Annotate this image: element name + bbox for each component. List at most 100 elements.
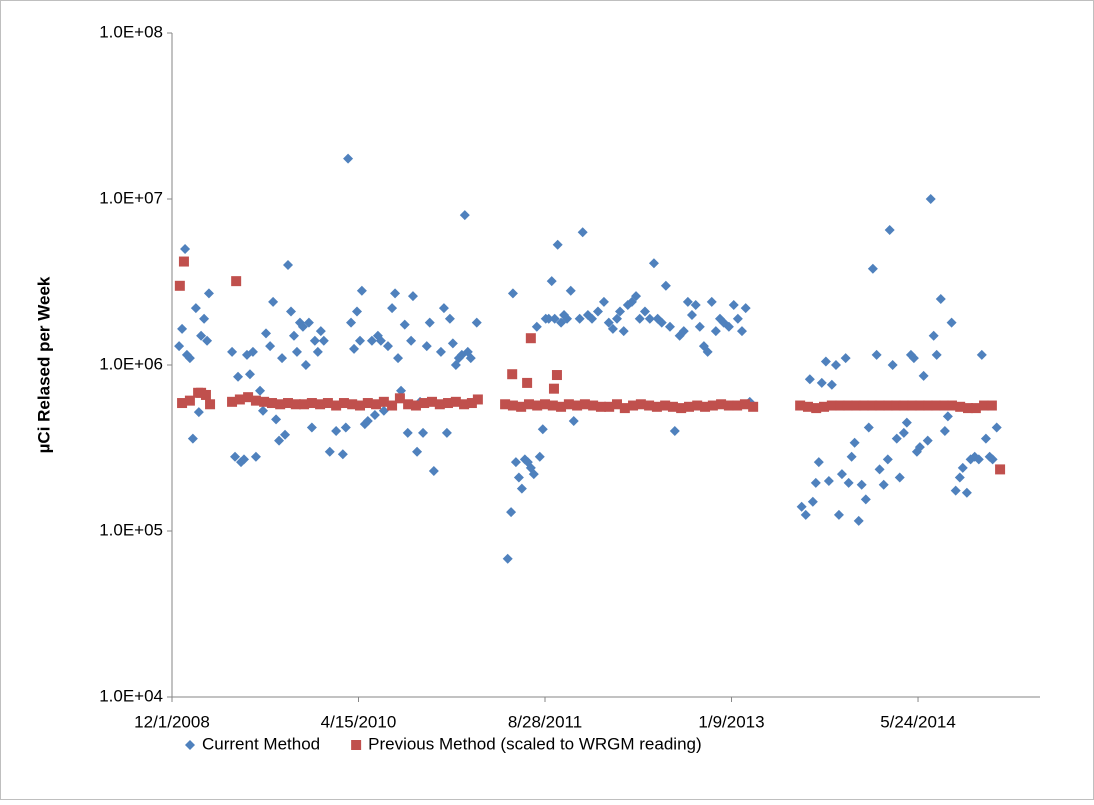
point [434,399,445,410]
point [568,415,579,426]
point [690,299,701,310]
point [842,400,853,411]
point [820,356,831,367]
point [528,469,539,480]
point [260,328,271,339]
point [874,400,885,411]
point [510,457,521,468]
point [502,553,513,564]
point [318,335,329,346]
point [603,317,614,328]
y-tick-label: 1.0E+04 [99,686,163,705]
point [378,405,389,416]
point [706,296,717,307]
point [644,313,655,324]
point [275,399,286,410]
point [565,285,576,296]
point [406,335,417,346]
point [394,393,405,404]
point [265,341,276,352]
point [732,400,743,411]
point [957,462,968,473]
point [819,401,830,412]
point [403,399,414,410]
point [250,451,261,462]
point [887,360,898,370]
point [435,346,446,357]
point [922,435,933,446]
point [562,313,573,324]
point [833,509,844,520]
point [826,379,837,390]
point [354,335,365,346]
y-axis-label: µCi Relased per Week [34,276,53,453]
point [548,383,559,394]
point [258,405,269,416]
point [740,303,751,314]
point [669,426,680,437]
point [259,396,270,407]
point [592,306,603,317]
point [830,360,841,370]
point [863,422,874,433]
point [441,427,452,438]
x-tick-label: 1/9/2013 [698,712,764,731]
point [914,442,925,453]
point [205,399,216,410]
point [543,313,554,324]
point [443,398,454,409]
point [694,321,705,332]
point [942,411,953,422]
point [849,437,860,448]
point [891,433,902,444]
point [419,398,430,409]
point [551,370,562,381]
point [549,313,560,324]
point [362,415,373,426]
point [823,476,834,487]
point [402,427,413,438]
point [619,403,630,414]
point [390,288,401,299]
point [858,400,869,411]
point [931,349,942,360]
point [290,399,301,410]
point [995,464,1006,475]
point [835,400,846,411]
point [644,400,655,411]
point [306,422,317,433]
point [227,346,238,357]
point [804,374,815,385]
point [338,398,349,409]
point [716,399,727,410]
x-tick-label: 4/15/2010 [321,712,397,731]
point [723,321,734,332]
point [898,427,909,438]
point [991,422,1002,433]
point [306,398,317,409]
point [552,239,563,250]
point [283,398,294,409]
point [324,446,335,457]
point [856,479,867,490]
point [851,400,862,411]
point [285,306,296,317]
point [939,426,950,437]
point [347,399,358,410]
point [407,291,418,302]
point [231,276,242,287]
point [516,401,527,412]
point [748,401,759,412]
point [656,317,667,328]
point [466,398,477,409]
point [177,398,188,409]
point [710,326,721,337]
point [826,400,837,411]
point [523,399,534,410]
y-tick-label: 1.0E+06 [99,354,163,373]
point [465,353,476,364]
point [628,400,639,411]
point [233,371,244,382]
y-tick-label: 1.0E+05 [99,520,163,539]
